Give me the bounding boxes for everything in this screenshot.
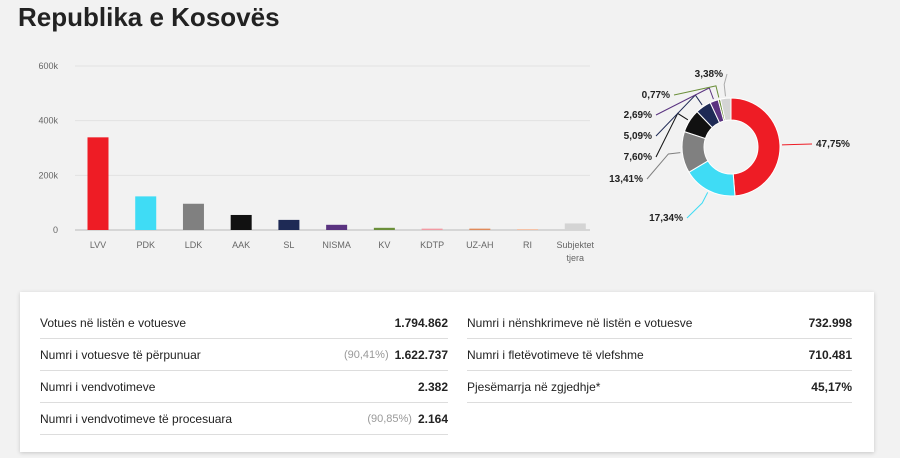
- stat-value: 732.998: [808, 315, 852, 330]
- stat-label: Pjesëmarrja në zgjedhje*: [467, 379, 601, 394]
- stat-row-signatures: Numri i nënshkrimeve në listën e votuesv…: [467, 307, 852, 339]
- x-tick-label: LDK: [185, 240, 203, 250]
- leader-line: [673, 85, 720, 98]
- slice-label: 17,34%: [649, 213, 683, 224]
- slice-label: 5,09%: [624, 131, 652, 142]
- slice-label: 0,77%: [642, 90, 670, 101]
- stat-row-valid-ballots: Numri i fletëvotimeve të vlefshme 710.48…: [467, 339, 852, 371]
- slice-label: 47,75%: [816, 139, 850, 150]
- x-tick-label: SL: [283, 240, 294, 250]
- stats-card: Votues në listën e votuesve 1.794.862 Nu…: [20, 292, 874, 452]
- stat-value: 2.164: [417, 411, 448, 426]
- slice-label: 3,38%: [695, 69, 723, 80]
- donut-slice: [730, 97, 781, 197]
- stat-label: Numri i vendvotimeve: [40, 379, 156, 394]
- stat-row-polling-stations: Numri i vendvotimeve 2.382: [40, 371, 448, 403]
- stat-value: 2.382: [417, 379, 448, 394]
- bar-aak: [230, 214, 252, 230]
- stat-row-registered-voters: Votues në listën e votuesve 1.794.862: [40, 307, 448, 339]
- slice-label: 13,41%: [609, 174, 643, 185]
- bar-ri: [517, 229, 539, 230]
- stat-label: Votues në listën e votuesve: [40, 315, 187, 330]
- x-tick-label: Subjektet: [557, 240, 595, 250]
- stats-right-column: Numri i nënshkrimeve në listën e votuesv…: [467, 307, 852, 403]
- stat-label: Numri i votuesve të përpunuar: [40, 347, 201, 362]
- page-title: Republika e Kosovës: [18, 2, 280, 32]
- leader-line: [723, 73, 728, 97]
- stat-value: 45,17%: [811, 379, 852, 394]
- slice-label: 2,69%: [624, 110, 652, 121]
- stat-value: 1.622.737: [394, 347, 448, 362]
- stat-percent: (90,85%): [367, 412, 412, 425]
- x-tick-label: tjera: [567, 253, 585, 263]
- bar-sl: [278, 219, 300, 230]
- stat-row-turnout: Pjesëmarrja në zgjedhje* 45,17%: [467, 371, 852, 403]
- y-tick-label: 200k: [38, 170, 58, 180]
- bar-chart: 0 200k 400k 600k LVV PDK LDK AAK SL NISMA KV KDTP UZ…: [38, 61, 595, 263]
- x-tick-label: KDTP: [420, 240, 444, 250]
- leader-line: [781, 143, 813, 146]
- x-tick-label: LVV: [90, 240, 106, 250]
- stat-label: Numri i vendvotimeve të procesuara: [40, 411, 233, 426]
- x-tick-label: PDK: [136, 240, 155, 250]
- bar-nisma: [326, 224, 348, 230]
- stat-label: Numri i nënshkrimeve në listën e votuesv…: [467, 315, 693, 330]
- bar-ldk: [182, 203, 204, 230]
- slice-label: 7,60%: [624, 152, 652, 163]
- leader-line: [646, 152, 681, 180]
- donut-slice: [719, 97, 732, 122]
- bar-lvv: [87, 137, 109, 230]
- stat-row-processed-voters: Numri i votuesve të përpunuar (90,41%) 1…: [40, 339, 448, 371]
- bar-kv: [373, 227, 395, 230]
- x-tick-label: RI: [523, 240, 532, 250]
- x-tick-label: AAK: [232, 240, 250, 250]
- stat-row-processed-stations: Numri i vendvotimeve të procesuara (90,8…: [40, 403, 448, 435]
- y-tick-label: 0: [53, 225, 58, 235]
- donut-chart: 47,75% 17,34% 13,41% 7,60% 5,09% 2,69% 0,77% 3,…: [609, 69, 850, 224]
- leader-line: [655, 87, 714, 116]
- stats-left-column: Votues në listën e votuesve 1.794.862 Nu…: [40, 307, 448, 435]
- y-tick-label: 600k: [38, 61, 58, 71]
- bar-kdtp: [421, 228, 443, 230]
- stat-value: 710.481: [808, 347, 852, 362]
- stat-percent: (90,41%): [343, 348, 389, 361]
- x-tick-label: NISMA: [322, 240, 351, 250]
- stat-label: Numri i fletëvotimeve të vlefshme: [467, 347, 644, 362]
- x-tick-label: KV: [378, 240, 390, 250]
- x-tick-label: UZ-AH: [466, 240, 494, 250]
- bar-uz-ah: [469, 228, 491, 230]
- bar-subjektet-tjera: [564, 223, 586, 230]
- leader-line: [686, 192, 709, 219]
- bar-pdk: [135, 196, 157, 230]
- y-tick-label: 400k: [38, 116, 58, 126]
- stat-value: 1.794.862: [394, 315, 448, 330]
